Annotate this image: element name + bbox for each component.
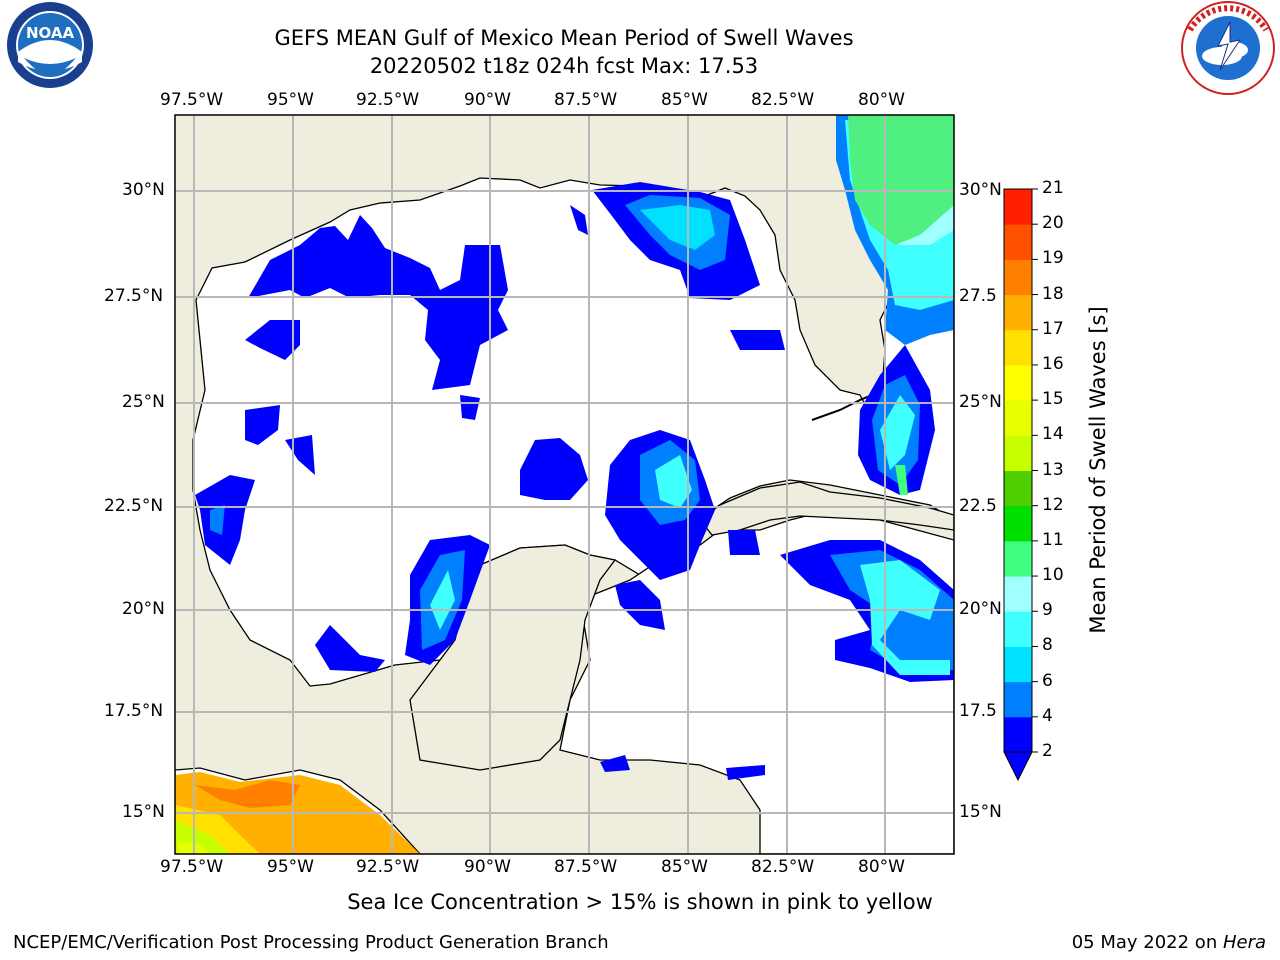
lat-label-left-30: 30°N xyxy=(122,180,165,200)
lat-label-left-15: 15°N xyxy=(122,802,165,822)
lon-label-top-95: 95°W xyxy=(267,90,314,110)
footer-host: Hera xyxy=(1222,932,1266,953)
lat-label-right-27-5: 27.5 xyxy=(959,286,997,306)
colorbar-segment xyxy=(1004,505,1032,542)
colorbar-segment xyxy=(1004,224,1032,260)
florida-keys xyxy=(811,394,873,421)
colorbar-tick-label: 15 xyxy=(1042,389,1064,410)
lon-label-bottom-92-5: 92.5°W xyxy=(356,857,420,877)
colorbar-tick-label: 10 xyxy=(1042,565,1064,586)
colorbar-tick-label: 20 xyxy=(1042,213,1064,234)
lat-label-left-22-5: 22.5°N xyxy=(104,496,164,516)
lon-label-bottom-95: 95°W xyxy=(267,857,314,877)
colorbar-segment xyxy=(1004,611,1032,647)
colorbar-segment xyxy=(1004,259,1032,296)
lon-label-bottom-80: 80°W xyxy=(858,857,905,877)
noaa-logo: NOAA xyxy=(7,2,93,88)
colorbar-extend-arrow xyxy=(1003,751,1033,782)
footer-date-text: 05 May 2022 on xyxy=(1071,932,1223,953)
map-title: GEFS MEAN Gulf of Mexico Mean Period of … xyxy=(274,26,854,50)
lat-label-left-17-5: 17.5°N xyxy=(104,701,164,721)
colorbar-segment xyxy=(1004,329,1032,366)
colorbar-segment xyxy=(1004,294,1032,331)
lon-label-top-92-5: 92.5°W xyxy=(356,90,420,110)
colorbar-segment xyxy=(1004,364,1032,401)
lat-label-right-17-5: 17.5 xyxy=(959,701,997,721)
colorbar-tick-label: 21 xyxy=(1042,178,1064,198)
sea-ice-note: Sea Ice Concentration > 15% is shown in … xyxy=(347,890,933,914)
colorbar-tick-label: 4 xyxy=(1042,705,1053,726)
map-area xyxy=(175,115,954,854)
colorbar-segment xyxy=(1004,646,1032,683)
colorbar-tick-label: 6 xyxy=(1042,670,1053,691)
yucatan-land xyxy=(409,544,617,771)
colorbar-tick-label: 19 xyxy=(1042,248,1064,269)
colorbar-tick-label: 13 xyxy=(1042,459,1064,480)
colorbar-segment xyxy=(1004,435,1032,471)
colorbar-segment xyxy=(1004,400,1032,436)
colorbar-segment xyxy=(1004,189,1032,225)
noaa-logo-text: NOAA xyxy=(26,24,75,42)
footer-credit: NCEP/EMC/Verification Post Processing Pr… xyxy=(13,932,609,953)
colorbar-segment xyxy=(1004,576,1032,612)
lon-label-top-82-5: 82.5°W xyxy=(751,90,815,110)
colorbar-tick-label: 17 xyxy=(1042,318,1064,339)
colorbar-tick-label: 16 xyxy=(1042,353,1064,374)
colorbar-tick-label: 8 xyxy=(1042,635,1053,656)
colorbar-segment xyxy=(1004,470,1032,507)
colorbar-tick-label: 12 xyxy=(1042,494,1064,515)
colorbar-segment xyxy=(1004,540,1032,577)
lat-label-right-15: 15°N xyxy=(959,802,1002,822)
colorbar-label: Mean Period of Swell Waves [s] xyxy=(1086,306,1110,634)
lon-label-bottom-87-5: 87.5°W xyxy=(554,857,618,877)
lon-label-top-90: 90°W xyxy=(464,90,511,110)
map-frame xyxy=(174,114,955,855)
colorbar-segment xyxy=(1004,681,1032,718)
lat-label-right-22-5: 22.5 xyxy=(959,496,997,516)
colorbar-tick-label: 9 xyxy=(1042,600,1053,621)
lat-label-left-20: 20°N xyxy=(122,599,165,619)
lat-label-right-30: 30°N xyxy=(959,180,1002,200)
lon-label-bottom-90: 90°W xyxy=(464,857,511,877)
lat-label-right-25: 25°N xyxy=(959,392,1002,412)
footer-date: 05 May 2022 on Hera xyxy=(1072,932,1266,953)
colorbar xyxy=(1003,188,1038,782)
lon-label-bottom-82-5: 82.5°W xyxy=(751,857,815,877)
colorbar-tick-label: 11 xyxy=(1042,529,1064,550)
lon-label-top-97-5: 97.5°W xyxy=(160,90,224,110)
colorbar-tick-label: 18 xyxy=(1042,283,1064,304)
lat-label-right-20: 20°N xyxy=(959,599,1002,619)
lat-label-left-27-5: 27.5°N xyxy=(104,286,164,306)
graticule xyxy=(175,115,954,854)
lon-label-top-87-5: 87.5°W xyxy=(554,90,618,110)
colorbar-tick-label: 14 xyxy=(1042,424,1064,445)
lon-label-bottom-97-5: 97.5°W xyxy=(160,857,224,877)
colorbar-segment xyxy=(1004,716,1032,753)
lon-label-bottom-85: 85°W xyxy=(661,857,708,877)
map-subtitle: 20220502 t18z 024h fcst Max: 17.53 xyxy=(369,54,759,78)
lat-label-left-25: 25°N xyxy=(122,392,165,412)
lon-label-top-85: 85°W xyxy=(661,90,708,110)
lon-label-top-80: 80°W xyxy=(858,90,905,110)
nws-logo xyxy=(1181,1,1275,95)
colorbar-tick-label: 2 xyxy=(1042,741,1053,761)
